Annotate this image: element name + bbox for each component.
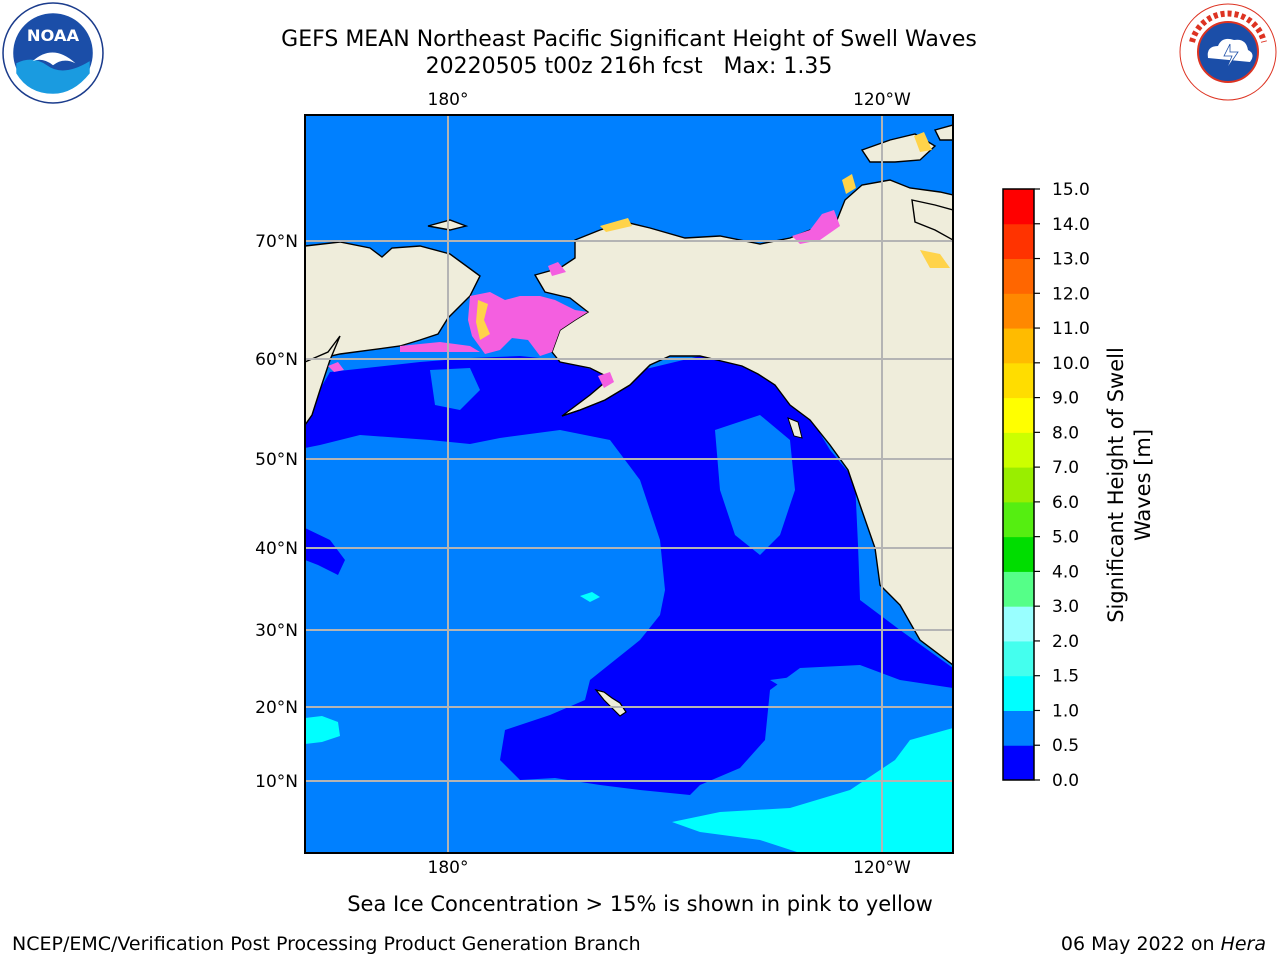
colorbar-label-line1: Significant Height of Swell xyxy=(1104,347,1128,623)
colorbar-frame xyxy=(1002,188,1035,781)
lat-40n: 40°N xyxy=(255,539,298,559)
colorbar-swatch xyxy=(1003,258,1034,294)
colorbar-tick-label: 5.0 xyxy=(1052,528,1079,548)
colorbar-tick-label: 14.0 xyxy=(1052,215,1090,235)
land-arctic-island-2 xyxy=(933,124,953,141)
colorbar-swatch xyxy=(1003,571,1034,607)
colorbar-tick-label: 11.0 xyxy=(1052,319,1090,339)
swell-patch-gulf xyxy=(715,415,795,555)
lat-20n: 20°N xyxy=(255,698,298,718)
chart-subtitle: 20220505 t00z 216h fcst Max: 1.35 xyxy=(425,54,833,79)
colorbar: 0.0 0.5 1.0 1.5 2.0 3.0 4.0 5.0 6.0 7.0 8.0 9.0 10.0… xyxy=(1002,180,1155,791)
colorbar-tick-label: 10.0 xyxy=(1052,354,1090,374)
sea-ice-chukchi xyxy=(548,262,566,276)
colorbar-swatch xyxy=(1003,223,1034,260)
lat-50n: 50°N xyxy=(255,450,298,470)
sea-ice-beaufort-yellow xyxy=(600,218,632,232)
colorbar-tick-label: 1.5 xyxy=(1052,667,1079,687)
land-siberia xyxy=(305,241,481,363)
lon-bottom-120w: 120°W xyxy=(853,858,911,878)
gridlines xyxy=(305,115,953,853)
colorbar-tick-label: 6.0 xyxy=(1052,493,1079,513)
swell-patch-small xyxy=(580,592,600,602)
colorbar-swatch xyxy=(1003,467,1034,503)
lon-top-180: 180° xyxy=(428,90,469,110)
swell-region-low-west xyxy=(305,528,345,575)
colorbar-swatch xyxy=(1003,293,1034,329)
colorbar-swatch xyxy=(1003,675,1034,711)
colorbar-swatches xyxy=(1003,189,1034,781)
colorbar-tick-label: 13.0 xyxy=(1052,250,1090,270)
colorbar-swatch xyxy=(1003,328,1034,364)
lon-bottom-180: 180° xyxy=(428,858,469,878)
colorbar-swatch xyxy=(1003,536,1034,572)
colorbar-tick-label: 1.0 xyxy=(1052,701,1079,721)
colorbar-tick-label: 3.0 xyxy=(1052,597,1079,617)
sea-ice-note: Sea Ice Concentration > 15% is shown in … xyxy=(347,892,933,916)
lat-30n: 30°N xyxy=(255,621,298,641)
colorbar-tick-label: 8.0 xyxy=(1052,423,1079,443)
run-host: Hera xyxy=(1220,933,1266,955)
colorbar-swatch xyxy=(1003,745,1034,781)
noaa-logo-text: NOAA xyxy=(27,26,80,45)
sea-ice-aleutian-pink xyxy=(598,372,614,388)
swell-patch-bering xyxy=(430,368,480,410)
sea-ice-arctic-yellow-1 xyxy=(842,174,856,194)
colorbar-swatch xyxy=(1003,362,1034,399)
land-arctic-island-3 xyxy=(911,199,953,241)
colorbar-tick-label: 0.0 xyxy=(1052,771,1079,791)
sea-ice-bering-edge xyxy=(476,300,490,340)
producer-credit: NCEP/EMC/Verification Post Processing Pr… xyxy=(12,933,641,955)
run-date: 06 May 2022 on Hera xyxy=(1061,933,1266,955)
colorbar-swatch xyxy=(1003,501,1034,538)
sea-ice-okhotsk xyxy=(400,342,480,352)
colorbar-label-line2: Waves [m] xyxy=(1131,429,1155,541)
chart-title: GEFS MEAN Northeast Pacific Significant … xyxy=(281,27,977,52)
swell-region-mid-west xyxy=(305,716,340,744)
lat-10n: 10°N xyxy=(255,772,298,792)
lat-70n: 70°N xyxy=(255,232,298,252)
colorbar-swatch xyxy=(1003,710,1034,746)
colorbar-tick-label: 7.0 xyxy=(1052,458,1079,478)
sea-ice-overlay xyxy=(328,132,950,388)
colorbar-swatch xyxy=(1003,606,1034,642)
sea-ice-bering xyxy=(468,292,588,356)
colorbar-tick-label: 12.0 xyxy=(1052,284,1090,304)
land-hawaii xyxy=(594,688,627,717)
nws-logo-icon xyxy=(1179,3,1277,101)
colorbar-swatch xyxy=(1003,189,1034,225)
colorbar-tick-label: 4.0 xyxy=(1052,562,1079,582)
colorbar-ticks: 0.0 0.5 1.0 1.5 2.0 3.0 4.0 5.0 6.0 7.0 8.0 9.0 10.0… xyxy=(1034,180,1090,791)
colorbar-swatch xyxy=(1003,432,1034,468)
sea-ice-beaufort xyxy=(792,210,840,244)
sea-ice-arctic-yellow-3 xyxy=(920,250,950,268)
map-plot-area xyxy=(305,115,953,853)
run-date-text: 06 May 2022 on xyxy=(1060,933,1221,955)
colorbar-tick-label: 15.0 xyxy=(1052,180,1090,200)
axis-labels: 180° 120°W 180° 120°W 70°N 60°N 50°N 40°… xyxy=(255,90,911,878)
colorbar-tick-label: 9.0 xyxy=(1052,389,1079,409)
sea-ice-arctic-yellow-2 xyxy=(914,132,932,152)
map-frame xyxy=(304,114,954,854)
colorbar-tick-label: 2.0 xyxy=(1052,632,1079,652)
sea-ice-kamchatka xyxy=(328,362,344,372)
coast-aleutians xyxy=(561,364,651,417)
lon-top-120w: 120°W xyxy=(853,90,911,110)
coast-islands-gulf xyxy=(787,417,803,439)
colorbar-tick-label: 0.5 xyxy=(1052,736,1079,756)
colorbar-swatch xyxy=(1003,640,1034,677)
colorbar-swatch xyxy=(1003,397,1034,433)
noaa-logo-icon: NOAA xyxy=(2,2,104,104)
lat-60n: 60°N xyxy=(255,350,298,370)
